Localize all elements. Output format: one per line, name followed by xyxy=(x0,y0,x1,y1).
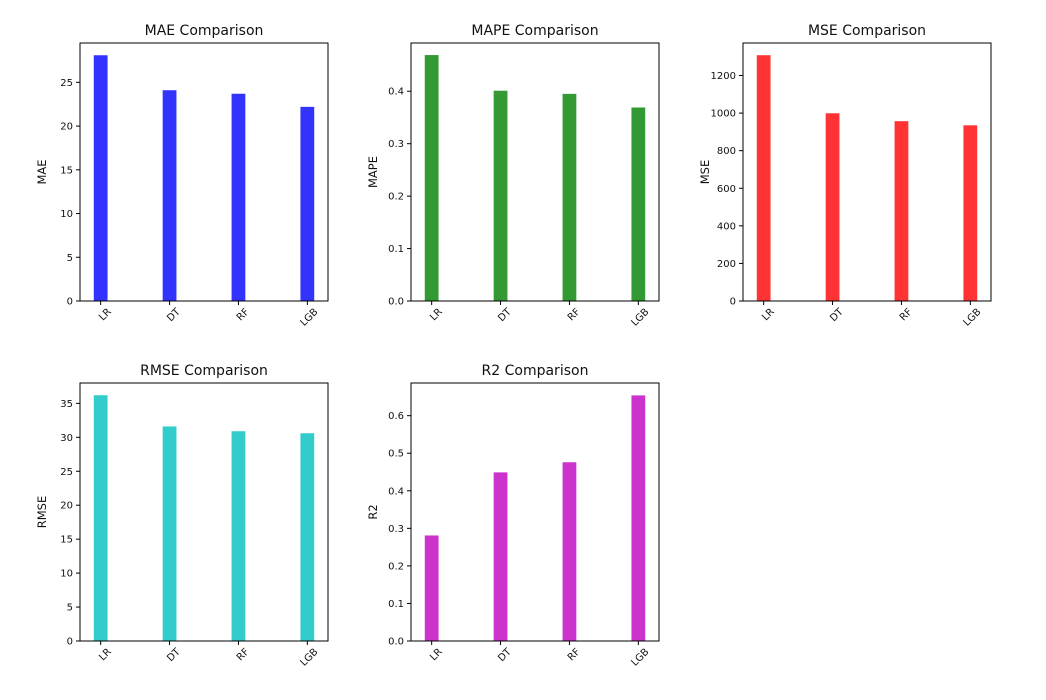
mape-ytick-label: 0.1 xyxy=(388,244,404,255)
mae-chart-title: MAE Comparison xyxy=(145,23,264,39)
mae-ytick-label: 25 xyxy=(60,78,73,89)
mae-bar-dt xyxy=(162,90,177,301)
rmse-chart: 0 5 10 15 20 25 30 35 LR DT RF LGB RMSE Comparison RM… xyxy=(35,363,329,669)
r2-ytick-label: 0.2 xyxy=(388,561,404,572)
mape-chart-title: MAPE Comparison xyxy=(471,23,598,39)
r2-chart-title: R2 Comparison xyxy=(482,363,589,379)
rmse-xtick-label-lgb: LGB xyxy=(298,646,320,668)
rmse-xtick-label-dt: DT xyxy=(165,646,183,664)
rmse-xtick-label-rf: RF xyxy=(235,646,252,663)
mape-bar-lr xyxy=(424,55,439,302)
r2-bar-rf xyxy=(562,462,577,641)
mae-y-axis-label: MAE xyxy=(35,159,49,184)
mae-xtick-label-rf: RF xyxy=(235,306,252,323)
mae-ytick-label: 10 xyxy=(60,209,73,220)
mape-bar-rf xyxy=(562,93,577,302)
r2-xtick-label-dt: DT xyxy=(496,646,514,664)
mse-ytick-label: 0 xyxy=(730,297,736,308)
mae-bar-rf xyxy=(231,93,246,301)
mape-bar-lgb xyxy=(631,107,646,301)
mse-bar-lgb xyxy=(963,125,978,301)
mape-xtick-label-dt: DT xyxy=(496,306,514,324)
r2-ytick-label: 0.6 xyxy=(388,411,404,422)
r2-ytick-label: 0.3 xyxy=(388,524,404,535)
mape-axes-frame xyxy=(410,42,660,302)
mse-bar-lr xyxy=(756,55,771,302)
r2-xtick-label-lr: LR xyxy=(428,647,445,664)
r2-ytick-label: 0.5 xyxy=(388,449,404,460)
mse-bar-rf xyxy=(894,121,909,301)
mae-bar-lr xyxy=(93,55,108,301)
mape-ytick-label: 0.3 xyxy=(388,139,404,150)
r2-axes-frame xyxy=(410,382,660,642)
mae-axes-frame xyxy=(79,42,329,302)
mae-xtick-label-lgb: LGB xyxy=(298,306,320,328)
mae-ytick-label: 15 xyxy=(60,165,73,176)
rmse-ytick-label: 30 xyxy=(60,433,73,444)
r2-ytick-label: 0.0 xyxy=(388,637,404,648)
mape-xtick-label-lgb: LGB xyxy=(629,306,651,328)
rmse-chart-title: RMSE Comparison xyxy=(140,363,268,379)
rmse-ytick-label: 35 xyxy=(60,399,73,410)
rmse-bar-rf xyxy=(231,431,246,641)
rmse-ytick-label: 10 xyxy=(60,569,73,580)
mape-ytick-label: 0.0 xyxy=(388,297,404,308)
r2-bar-dt xyxy=(493,472,508,641)
mae-xtick-label-dt: DT xyxy=(165,306,183,324)
rmse-ytick-label: 0 xyxy=(67,637,73,648)
mae-bar-lgb xyxy=(300,106,315,301)
mse-axes-frame xyxy=(742,42,992,302)
mae-chart: 0 5 10 15 20 25 LR DT RF LGB MAE Comparison MAE xyxy=(35,23,329,329)
mse-chart: 0 200 400 600 800 1000 1200 LR DT RF LGB MSE Compar… xyxy=(698,23,992,329)
mse-ytick-label: 200 xyxy=(717,259,736,270)
mse-ytick-label: 600 xyxy=(717,184,736,195)
r2-xtick-label-lgb: LGB xyxy=(629,646,651,668)
mape-ytick-label: 0.2 xyxy=(388,192,404,203)
mse-y-axis-label: MSE xyxy=(698,160,712,185)
mape-chart: 0.0 0.1 0.2 0.3 0.4 LR DT RF LGB MAPE Comparison M… xyxy=(366,23,660,329)
mse-bar-dt xyxy=(825,113,840,301)
mape-xtick-label-lr: LR xyxy=(428,307,445,324)
r2-ytick-label: 0.4 xyxy=(388,486,404,497)
mse-xtick-label-dt: DT xyxy=(828,306,846,324)
mae-ytick-label: 0 xyxy=(67,297,73,308)
mse-xtick-label-lgb: LGB xyxy=(961,306,983,328)
mse-ytick-label: 1000 xyxy=(711,109,736,120)
rmse-bar-lr xyxy=(93,395,108,641)
mse-chart-title: MSE Comparison xyxy=(808,23,926,39)
mae-ytick-label: 5 xyxy=(67,253,73,264)
rmse-ytick-label: 20 xyxy=(60,501,73,512)
r2-ytick-label: 0.1 xyxy=(388,599,404,610)
mse-xtick-label-lr: LR xyxy=(760,307,777,324)
r2-y-axis-label: R2 xyxy=(366,504,380,519)
r2-bar-lgb xyxy=(631,395,646,641)
rmse-ytick-label: 5 xyxy=(67,603,73,614)
rmse-bar-dt xyxy=(162,426,177,641)
rmse-y-axis-label: RMSE xyxy=(35,496,49,528)
mape-bar-dt xyxy=(493,90,508,301)
r2-chart: 0.0 0.1 0.2 0.3 0.4 0.5 0.6 LR DT RF LGB R2 Compari… xyxy=(366,363,660,669)
rmse-ytick-label: 15 xyxy=(60,535,73,546)
rmse-xtick-label-lr: LR xyxy=(97,647,114,664)
rmse-axes-frame xyxy=(79,382,329,642)
mape-ytick-label: 0.4 xyxy=(388,87,404,98)
rmse-bar-lgb xyxy=(300,433,315,641)
mse-xtick-label-rf: RF xyxy=(898,306,915,323)
r2-bar-lr xyxy=(424,535,439,641)
mape-xtick-label-rf: RF xyxy=(566,306,583,323)
mse-ytick-label: 800 xyxy=(717,146,736,157)
mape-y-axis-label: MAPE xyxy=(366,156,380,188)
mae-ytick-label: 20 xyxy=(60,122,73,133)
r2-xtick-label-rf: RF xyxy=(566,646,583,663)
mse-ytick-label: 1200 xyxy=(711,71,736,82)
mae-xtick-label-lr: LR xyxy=(97,307,114,324)
mse-ytick-label: 400 xyxy=(717,221,736,232)
rmse-ytick-label: 25 xyxy=(60,467,73,478)
